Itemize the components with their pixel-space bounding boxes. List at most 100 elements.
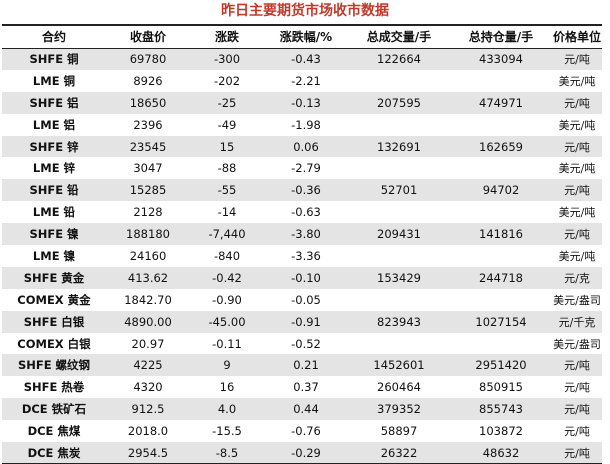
table-row: LME 铅 2128 -14 -0.63 美元/吨 bbox=[2, 201, 602, 223]
table-row: LME 铝 2396 -49 -1.98 美元/吨 bbox=[2, 114, 602, 136]
cell-close: 2128 bbox=[133, 205, 163, 220]
cell-change-pct: -2.79 bbox=[291, 161, 321, 176]
cell-close: 1842.70 bbox=[124, 292, 172, 307]
cell-unit: 元/吨 bbox=[552, 223, 602, 246]
cell-contract: SHFE 热卷 bbox=[23, 380, 85, 395]
cell-close: 4225 bbox=[106, 354, 190, 377]
cell-unit: 元/吨 bbox=[552, 91, 602, 114]
table-row: SHFE 铜 69780 -300 -0.43 122664 433094 元/吨 bbox=[2, 48, 602, 70]
cell-unit: 元/吨 bbox=[552, 354, 602, 377]
cell-open-interest bbox=[450, 70, 552, 92]
cell-close: 23545 bbox=[106, 135, 190, 158]
cell-open-interest bbox=[450, 289, 552, 311]
cell-change: -7,440 bbox=[190, 223, 264, 246]
cell-open-interest: 244718 bbox=[450, 266, 552, 289]
cell-volume bbox=[348, 70, 450, 92]
cell-contract: SHFE 镍 bbox=[2, 223, 106, 246]
futures-close-table: 合约 收盘价 涨跌 涨跌幅/% 总成交量/手 总持仓量/手 价格单位 SHFE … bbox=[2, 24, 602, 464]
table-row: SHFE 铝 18650 -25 -0.13 207595 474971 元/吨 bbox=[2, 91, 602, 114]
cell-unit: 元/吨 bbox=[552, 135, 602, 158]
header-contract: 合约 bbox=[2, 24, 106, 49]
cell-unit: 美元/吨 bbox=[558, 206, 596, 220]
table-row: SHFE 白银 4890.00 -45.00 -0.91 823943 1027154 元/… bbox=[2, 310, 602, 333]
cell-change-pct: -3.36 bbox=[291, 248, 321, 263]
cell-change: -0.42 bbox=[190, 266, 264, 289]
cell-volume bbox=[348, 333, 450, 355]
cell-contract: SHFE 铝 bbox=[2, 91, 106, 114]
table-row: DCE 铁矿石 912.5 4.0 0.44 379352 855743 元/吨 bbox=[2, 398, 602, 421]
cell-volume: 207595 bbox=[348, 91, 450, 114]
cell-contract: LME 镍 bbox=[32, 248, 76, 263]
cell-volume: 122664 bbox=[348, 48, 450, 70]
cell-close: 8926 bbox=[133, 73, 163, 88]
cell-change-pct: -0.05 bbox=[291, 292, 321, 307]
cell-change: -840 bbox=[213, 248, 241, 263]
cell-change-pct: -0.43 bbox=[264, 48, 348, 70]
cell-change: -0.90 bbox=[212, 292, 242, 307]
cell-contract: SHFE 螺纹钢 bbox=[2, 354, 106, 377]
cell-open-interest: 1027154 bbox=[450, 310, 552, 333]
cell-open-interest: 141816 bbox=[450, 223, 552, 246]
cell-change-pct: -0.10 bbox=[264, 266, 348, 289]
cell-volume bbox=[348, 201, 450, 223]
cell-close: 4890.00 bbox=[106, 310, 190, 333]
cell-unit: 美元/吨 bbox=[558, 74, 596, 88]
cell-close: 15285 bbox=[106, 179, 190, 202]
cell-close: 20.97 bbox=[131, 336, 165, 351]
cell-volume: 58897 bbox=[380, 424, 418, 439]
cell-change-pct: -0.36 bbox=[264, 179, 348, 202]
cell-close: 2954.5 bbox=[106, 442, 190, 464]
cell-open-interest: 474971 bbox=[450, 91, 552, 114]
cell-change: -49 bbox=[217, 117, 237, 132]
cell-change: -0.11 bbox=[212, 336, 242, 351]
cell-contract: LME 铝 bbox=[32, 117, 76, 132]
cell-unit: 元/吨 bbox=[564, 425, 590, 439]
cell-unit: 元/吨 bbox=[552, 179, 602, 202]
cell-close: 24160 bbox=[129, 248, 167, 263]
cell-open-interest: 103872 bbox=[479, 424, 523, 439]
cell-unit: 元/吨 bbox=[552, 48, 602, 70]
cell-open-interest: 94702 bbox=[450, 179, 552, 202]
cell-unit: 元/克 bbox=[552, 266, 602, 289]
cell-volume bbox=[348, 114, 450, 136]
cell-change: -55 bbox=[190, 179, 264, 202]
cell-close: 4320 bbox=[133, 380, 163, 395]
header-change-pct: 涨跌幅/% bbox=[264, 24, 348, 49]
table-row: SHFE 螺纹钢 4225 9 0.21 1452601 2951420 元/吨 bbox=[2, 354, 602, 377]
cell-volume: 260464 bbox=[377, 380, 421, 395]
header-close: 收盘价 bbox=[106, 24, 190, 49]
cell-change-pct: -0.52 bbox=[291, 336, 321, 351]
cell-change-pct: 0.06 bbox=[264, 135, 348, 158]
cell-change-pct: 0.21 bbox=[264, 354, 348, 377]
cell-volume: 1452601 bbox=[348, 354, 450, 377]
cell-change-pct: 0.37 bbox=[293, 380, 319, 395]
cell-open-interest: 850915 bbox=[479, 380, 523, 395]
cell-open-interest bbox=[450, 333, 552, 355]
cell-contract: SHFE 黄金 bbox=[2, 266, 106, 289]
table-row: COMEX 白银 20.97 -0.11 -0.52 美元/盎司 bbox=[2, 333, 602, 355]
cell-unit: 元/吨 bbox=[552, 398, 602, 421]
cell-close: 188180 bbox=[106, 223, 190, 246]
cell-close: 3047 bbox=[133, 161, 163, 176]
cell-change-pct: -0.29 bbox=[264, 442, 348, 464]
cell-contract: SHFE 白银 bbox=[2, 310, 106, 333]
cell-open-interest: 433094 bbox=[450, 48, 552, 70]
cell-contract: SHFE 锌 bbox=[2, 135, 106, 158]
cell-change: 9 bbox=[190, 354, 264, 377]
cell-contract: COMEX 白银 bbox=[17, 336, 91, 351]
cell-change: 15 bbox=[190, 135, 264, 158]
cell-contract: DCE 焦炭 bbox=[2, 442, 106, 464]
cell-open-interest bbox=[450, 114, 552, 136]
cell-volume: 26322 bbox=[348, 442, 450, 464]
cell-unit: 元/吨 bbox=[552, 442, 602, 464]
header-row: 合约 收盘价 涨跌 涨跌幅/% 总成交量/手 总持仓量/手 价格单位 bbox=[2, 24, 602, 49]
cell-change: -88 bbox=[217, 161, 237, 176]
cell-volume bbox=[348, 157, 450, 179]
cell-unit: 美元/盎司 bbox=[553, 337, 601, 351]
cell-close: 2396 bbox=[133, 117, 163, 132]
cell-change: -25 bbox=[190, 91, 264, 114]
cell-change-pct: -3.80 bbox=[264, 223, 348, 246]
header-open-interest: 总持仓量/手 bbox=[450, 24, 552, 49]
cell-change-pct: -0.63 bbox=[291, 205, 321, 220]
cell-unit: 元/吨 bbox=[564, 381, 590, 395]
